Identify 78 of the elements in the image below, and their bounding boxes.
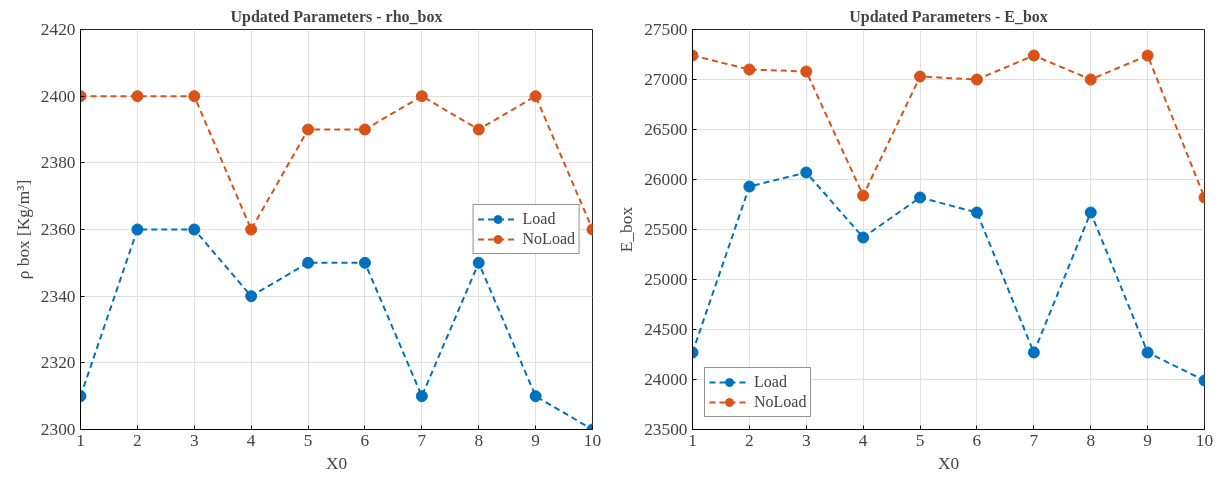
chart-title: Updated Parameters - E_box <box>849 7 1048 26</box>
x-tick-label: 9 <box>1143 430 1152 450</box>
point <box>1027 346 1040 359</box>
x-tick-label: 2 <box>745 430 754 450</box>
point <box>358 123 371 136</box>
point <box>857 189 870 202</box>
point <box>358 256 371 269</box>
x-tick-label: 7 <box>417 430 427 450</box>
legend-label: NoLoad <box>522 230 575 248</box>
point <box>131 223 144 236</box>
point <box>1084 206 1097 219</box>
x-tick-label: 4 <box>246 430 256 450</box>
point <box>857 231 870 244</box>
x-tick-label: 10 <box>583 430 602 450</box>
y-tick-label: 24500 <box>644 320 688 339</box>
point <box>914 70 927 83</box>
x-tick-label: 9 <box>531 430 540 450</box>
x-tick-label: 3 <box>189 430 199 450</box>
point <box>302 256 315 269</box>
y-tick-label: 2400 <box>40 86 76 106</box>
y-tick-label: 2340 <box>40 286 76 306</box>
y-tick-label: 25000 <box>644 270 688 289</box>
point <box>970 206 983 219</box>
point <box>472 256 485 269</box>
x-axis-title: X0 <box>937 453 960 473</box>
x-tick-label: 7 <box>1029 430 1039 450</box>
y-tick-label: 27500 <box>644 20 688 39</box>
y-tick-label: 2320 <box>40 353 76 373</box>
point <box>743 180 756 193</box>
point <box>529 390 542 403</box>
point <box>1141 49 1154 62</box>
point <box>472 123 485 136</box>
x-axis-title: X0 <box>325 453 348 473</box>
point <box>245 223 258 236</box>
chart-title: Updated Parameters - rho_box <box>230 7 443 26</box>
point <box>188 223 201 236</box>
x-tick-label: 3 <box>801 430 811 450</box>
point <box>914 191 927 204</box>
point <box>800 166 813 179</box>
point <box>1084 73 1097 86</box>
y-tick-label: 2360 <box>40 220 76 239</box>
y-tick-label: 2420 <box>40 20 76 39</box>
point <box>302 123 315 136</box>
x-tick-label: 1 <box>688 430 697 450</box>
x-tick-label: 1 <box>76 430 85 450</box>
y-tick-label: 25500 <box>644 220 688 239</box>
x-tick-label: 5 <box>303 430 313 450</box>
x-tick-label: 10 <box>1195 430 1214 450</box>
point <box>415 90 428 103</box>
x-tick-label: 8 <box>474 430 484 450</box>
legend-label: Load <box>522 210 556 228</box>
x-tick-label: 6 <box>360 430 370 450</box>
point <box>131 90 144 103</box>
point <box>188 90 201 103</box>
x-tick-label: 5 <box>915 430 925 450</box>
point <box>245 290 258 303</box>
point <box>529 90 542 103</box>
point <box>415 390 428 403</box>
point <box>970 73 983 86</box>
y-tick-label: 27000 <box>644 70 688 89</box>
x-tick-label: 8 <box>1086 430 1096 450</box>
point <box>800 65 813 78</box>
y-tick-label: 24000 <box>644 370 688 389</box>
y-tick-label: 23500 <box>644 420 688 439</box>
legend-label: Load <box>754 373 787 391</box>
point <box>1141 346 1154 359</box>
legend-label: NoLoad <box>754 393 807 411</box>
x-tick-label: 2 <box>133 430 142 450</box>
y-tick-label: 2300 <box>40 420 76 439</box>
x-tick-label: 4 <box>858 430 868 450</box>
y-axis-title: ρ box [Kg/m³] <box>13 179 33 280</box>
y-tick-label: 26000 <box>644 170 688 189</box>
x-tick-label: 6 <box>972 430 982 450</box>
point <box>1027 49 1040 62</box>
point <box>743 63 756 76</box>
y-axis-title: E_box <box>617 206 637 253</box>
y-tick-label: 2380 <box>40 153 76 173</box>
y-tick-label: 26500 <box>644 120 688 139</box>
